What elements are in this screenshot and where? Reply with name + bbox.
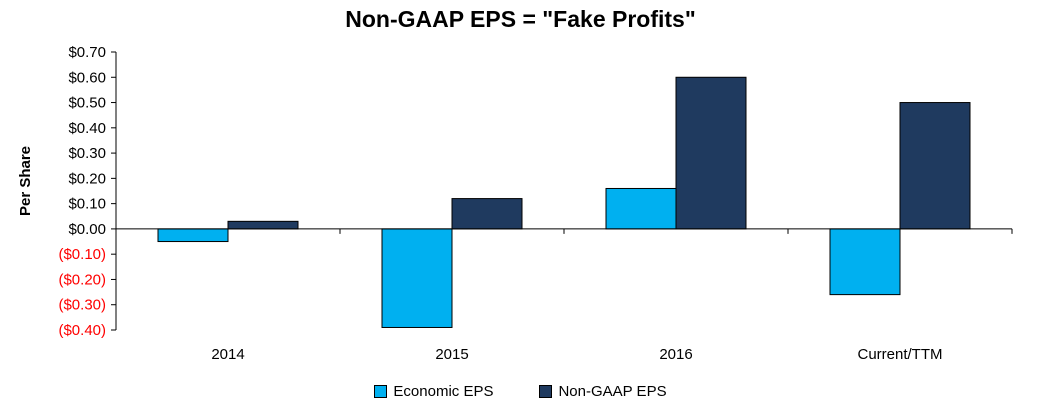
y-tick-label: ($0.10) — [58, 246, 106, 263]
y-tick-label: $0.30 — [68, 145, 106, 162]
bar — [899, 102, 971, 230]
bar-chart: $0.70 $0.60 $0.50 $0.40 $0.30 $0.20 $0.10 $0.00… — [17, 44, 1013, 363]
legend-item-economic-eps: Economic EPS — [374, 383, 493, 400]
bar — [829, 228, 901, 296]
bar — [451, 198, 523, 230]
legend-item-non-gaap-eps: Non-GAAP EPS — [539, 383, 667, 400]
bar — [605, 187, 677, 230]
legend-swatch-economic-eps — [374, 385, 388, 398]
x-tick-label: Current/TTM — [857, 346, 942, 363]
y-tick-label: $0.20 — [68, 170, 106, 187]
y-tick-label: ($0.30) — [58, 297, 106, 314]
y-tick-label: $0.00 — [68, 221, 106, 238]
y-tick-label: $0.10 — [68, 196, 106, 213]
y-axis-title: Per Share — [17, 146, 34, 216]
y-tick-label: $0.70 — [68, 44, 106, 61]
legend-swatch-non-gaap-eps — [539, 385, 553, 398]
x-tick-label: 2016 — [659, 346, 692, 363]
bar — [675, 76, 747, 230]
legend-label-non-gaap-eps: Non-GAAP EPS — [558, 383, 667, 400]
x-tick-label: 2015 — [435, 346, 468, 363]
legend: Economic EPS Non-GAAP EPS — [0, 383, 1041, 400]
bar — [157, 228, 229, 243]
bar — [227, 220, 299, 230]
y-tick-label: ($0.40) — [58, 322, 106, 339]
y-tick-label: ($0.20) — [58, 271, 106, 288]
chart-title: Non-GAAP EPS = "Fake Profits" — [345, 6, 696, 32]
legend-label-economic-eps: Economic EPS — [393, 383, 494, 400]
bar — [381, 228, 453, 328]
y-tick-label: $0.40 — [68, 120, 106, 137]
x-tick-label: 2014 — [211, 346, 244, 363]
y-tick-label: $0.60 — [68, 69, 106, 86]
y-tick-label: $0.50 — [68, 95, 106, 112]
